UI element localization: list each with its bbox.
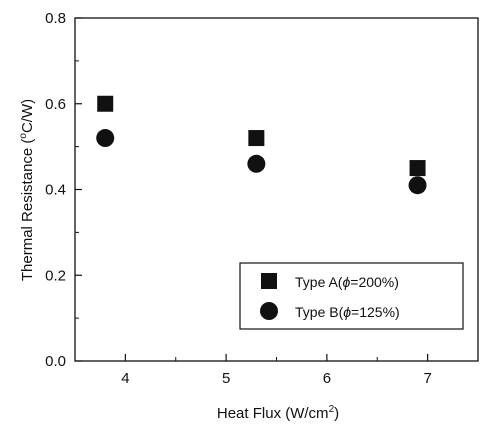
axis-ticks: 0.0 0.2 0.4 0.6 0.8 4 5 6 7 [45, 10, 479, 387]
x-tick-label: 7 [423, 370, 431, 387]
data-point-type-b [408, 176, 427, 195]
x-tick-label: 5 [222, 370, 230, 387]
legend-label-type-b: Type B(ϕ=125%) [295, 304, 400, 320]
y-axis-title: Thermal Resistance (oC/W) [18, 99, 36, 281]
data-point-type-b [247, 154, 266, 173]
y-tick-label: 0.8 [45, 10, 66, 27]
data-point-type-b [96, 129, 115, 148]
legend-marker-square [261, 273, 277, 289]
legend-box [239, 262, 464, 330]
data-point-type-a [97, 95, 114, 112]
data-marks [96, 95, 427, 195]
x-tick-label: 4 [121, 370, 129, 387]
y-tick-label: 0.6 [45, 96, 66, 113]
x-tick-label: 6 [323, 370, 331, 387]
data-point-type-a [248, 130, 265, 147]
data-point-type-a [409, 160, 426, 177]
legend-marker-circle [260, 302, 278, 320]
y-tick-label: 0.4 [45, 182, 66, 199]
x-axis-title: Heat Flux (W/cm2) [217, 404, 339, 422]
legend: Type A(ϕ=200%) Type B(ϕ=125%) [239, 262, 464, 330]
y-tick-label: 0.2 [45, 267, 66, 284]
y-tick-label: 0.0 [45, 353, 66, 370]
legend-label-type-a: Type A(ϕ=200%) [295, 274, 399, 290]
